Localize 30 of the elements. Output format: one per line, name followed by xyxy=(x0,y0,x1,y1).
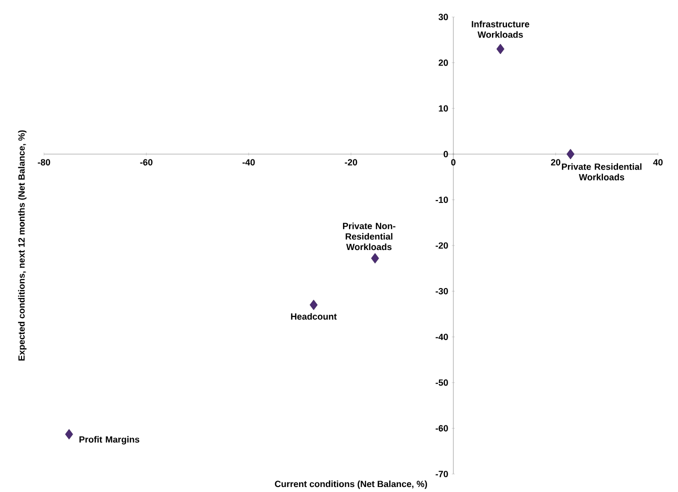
x-axis-title: Current conditions (Net Balance, %) xyxy=(274,480,428,489)
y-tick-label: -70 xyxy=(436,470,448,478)
point xyxy=(65,429,74,440)
x-tick-label: 40 xyxy=(653,159,663,166)
y-axis-title: Expected conditions, next 12 months (Net Balance, %) xyxy=(18,130,26,360)
x-tick-label: -80 xyxy=(38,159,50,166)
y-tick-label: -50 xyxy=(436,379,448,386)
point xyxy=(371,253,379,264)
x-tick-label: -60 xyxy=(140,159,152,166)
x-tick-label: -40 xyxy=(242,159,255,166)
y-tick-label: -30 xyxy=(436,288,448,294)
y-tick-label: 20 xyxy=(438,60,448,66)
x-tick-label: -20 xyxy=(344,159,358,166)
y-tick-label: 10 xyxy=(438,105,448,112)
x-tick-label: 20 xyxy=(550,159,560,166)
y-tick-label: -40 xyxy=(436,334,448,340)
y-tick-label: 0 xyxy=(444,150,448,158)
annotation: Headcount xyxy=(291,313,337,320)
annotation: Private Residential Workloads xyxy=(562,163,642,180)
x-tick-label: 0 xyxy=(451,159,456,166)
point xyxy=(496,44,504,54)
y-tick-label: 30 xyxy=(438,14,448,20)
annotation: Profit Margins xyxy=(79,436,140,444)
y-tick-label: -10 xyxy=(436,196,448,203)
point xyxy=(566,148,574,160)
annotation: Private Non-Residential Workloads xyxy=(342,222,396,250)
y-tick-label: -20 xyxy=(436,242,448,249)
point xyxy=(310,300,318,310)
annotation: Infrastructure Workloads xyxy=(472,20,530,38)
y-tick-label: -60 xyxy=(436,425,448,432)
